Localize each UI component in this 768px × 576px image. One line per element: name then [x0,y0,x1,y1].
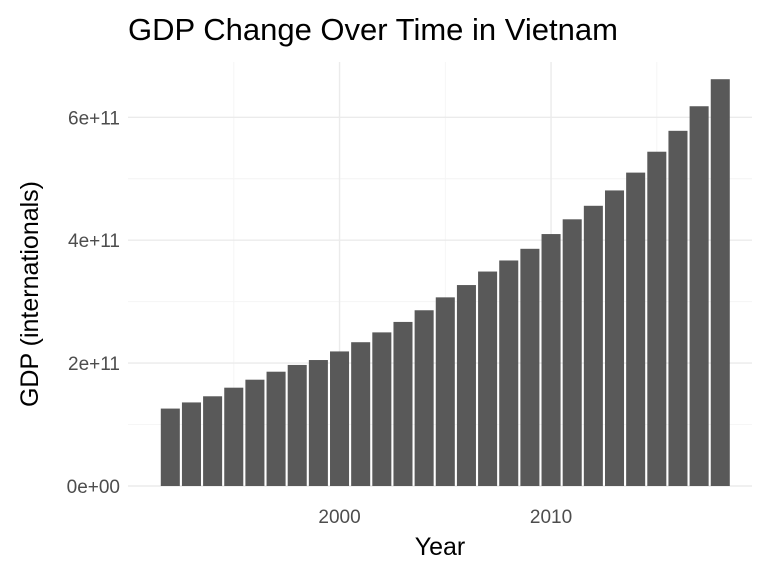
y-axis-tick-labels: 0e+00 2e+11 4e+11 6e+11 [67,108,120,498]
bar-2000 [330,351,350,486]
bar-2007 [478,271,498,486]
bar-2002 [372,332,392,486]
bar-2018 [710,79,730,486]
bar-2013 [604,190,625,486]
bar-2010 [541,234,561,486]
chart-title: GDP Change Over Time in Vietnam [128,12,618,47]
bar-2012 [583,205,603,486]
bar-2009 [520,248,540,486]
bar-1998 [287,364,307,486]
bar-1992 [160,408,180,486]
x-tick-label: 2000 [318,507,360,528]
bars [160,79,730,487]
bar-1995 [224,387,244,486]
x-axis-tick-labels: 2000 2010 [318,507,572,528]
x-axis-title: Year [415,533,466,561]
bar-2011 [562,219,582,486]
bar-2003 [393,321,413,486]
x-tick-label: 2010 [530,507,572,528]
bar-2004 [414,310,434,486]
y-axis-title: GDP (internationals) [16,181,44,407]
bar-2008 [499,260,519,486]
bar-2001 [351,342,371,486]
bar-1999 [308,360,328,486]
y-tick-label: 4e+11 [68,231,120,252]
bar-2017 [689,106,709,487]
y-tick-label: 2e+11 [68,354,120,375]
bar-2006 [456,285,476,486]
bar-2005 [435,297,455,486]
y-tick-label: 0e+00 [67,477,120,498]
bar-2014 [626,172,646,486]
bar-2016 [668,130,688,486]
bar-1993 [181,402,201,486]
y-tick-label: 6e+11 [68,108,120,129]
bar-2015 [647,151,667,486]
bar-1997 [266,371,286,486]
bar-1994 [203,396,223,486]
bar-1996 [245,379,265,486]
